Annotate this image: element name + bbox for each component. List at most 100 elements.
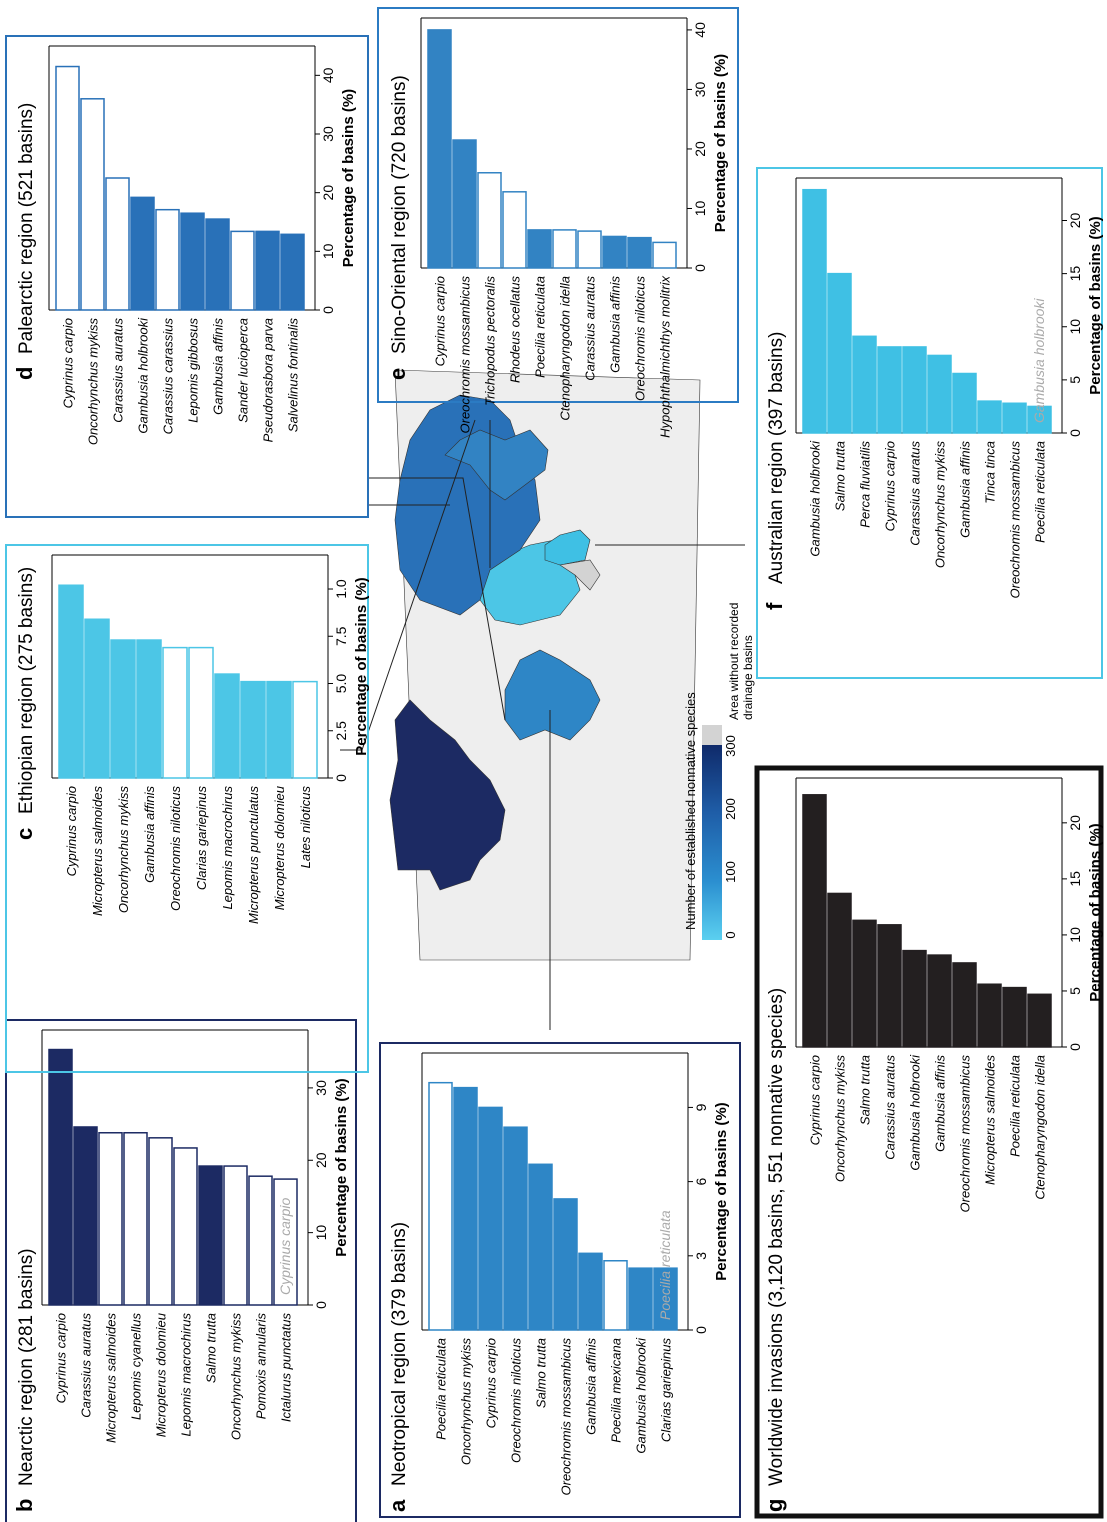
map-legend: Number of established nonnative species 0… [683, 603, 755, 940]
category-label: Gambusia holbrooki [908, 1054, 923, 1171]
legend-no-data-label: Area without recorded [727, 603, 741, 720]
bar [123, 1132, 148, 1306]
panel-border [5, 1019, 357, 1522]
bar [927, 954, 952, 1048]
category-label: Cyprinus carpio [433, 276, 448, 366]
category-label: Poecilia reticulata [1033, 441, 1048, 543]
category-label: Micropterus punctulatus [246, 786, 261, 925]
panel-c: Cyprinus carpio Micropterus salmoides Onco… [5, 544, 370, 1073]
bar [527, 229, 552, 269]
tick-label: 0 [1067, 1043, 1083, 1051]
bar [266, 680, 292, 779]
tick-label: 15 [1067, 266, 1083, 282]
panel-letter: f [762, 602, 787, 610]
bar [578, 1252, 603, 1331]
legend-no-data-swatch [702, 725, 722, 745]
bar [162, 646, 188, 779]
tick-label: 20 [313, 1152, 329, 1168]
panel-title: Australian region (397 basins) [766, 332, 787, 584]
panel-border [379, 1042, 741, 1518]
bar [136, 639, 162, 779]
region-no-data-australia [559, 559, 601, 591]
category-label: Carassius auratus [111, 318, 126, 423]
tick-label: 40 [692, 22, 708, 38]
category-label: Gambusia affinis [584, 1338, 599, 1435]
connector-lines [340, 419, 745, 1030]
category-label: Oreochromis mossambicus [458, 276, 473, 434]
category-label: Salvelinus fontinalis [286, 318, 301, 433]
panel-letter: e [385, 368, 410, 380]
panel-title: Neotropical region (379 basins) [389, 1222, 410, 1486]
bar [603, 1260, 628, 1331]
bar [877, 924, 902, 1048]
bar [802, 794, 827, 1048]
legend-title: Number of established nonnative species [683, 692, 698, 930]
axis-title: Percentage of basins (%) [1087, 216, 1104, 394]
bar [478, 1106, 503, 1331]
bar [502, 191, 527, 269]
tick-label: 20 [1067, 815, 1083, 831]
category-label: Micropterus dolomieu [154, 1313, 169, 1437]
tick-label: 7.5 [333, 626, 349, 646]
category-label: Cyprinus carpio [64, 786, 79, 876]
category-label: Pseudorasbora parva [261, 318, 276, 442]
panel-d: Cyprinus carpio Oncorhynchus mykiss Carass… [5, 35, 369, 518]
category-label: Poecilia reticulata [434, 1338, 449, 1440]
panel-letter: a [385, 1499, 410, 1512]
panel-title: Worldwide invasions (3,120 basins, 551 n… [766, 988, 787, 1486]
category-label: Oncorhynchus mykiss [833, 1055, 848, 1183]
region-nearctic [389, 699, 506, 891]
tick-label: 20 [1067, 213, 1083, 229]
bar [255, 230, 280, 311]
bar [98, 1132, 123, 1306]
tick-label: 40 [320, 67, 336, 83]
bar [148, 1137, 173, 1306]
category-label: Perca fluviatilis [858, 441, 873, 528]
category-label: Carassius carassius [161, 318, 176, 435]
bar [292, 680, 318, 779]
panel-border [5, 35, 369, 518]
connector-c [368, 477, 506, 721]
category-label: Oreochromis niloticus [168, 786, 183, 911]
bar [503, 1126, 528, 1331]
connector-b [340, 419, 476, 751]
category-label: Ctenopharyngodon idella [558, 276, 573, 421]
bar [977, 400, 1002, 434]
category-label: Oncorhynchus mykiss [933, 441, 948, 569]
category-label: Micropterus salmoides [983, 1055, 998, 1186]
bar [1027, 405, 1052, 434]
panel-a: Poecilia reticulata Oncorhynchus mykiss Cy… [379, 1042, 741, 1518]
panel-title: Ethiopian region (275 basins) [16, 567, 37, 814]
category-label: Oncorhynchus mykiss [229, 1313, 244, 1441]
bar [110, 639, 136, 779]
tick-label: 6 [693, 1178, 709, 1186]
category-label: Poecilia reticulata [1008, 1055, 1023, 1157]
bar [952, 372, 977, 434]
category-label: Clarias gariepinus [659, 1338, 674, 1443]
category-label: Salmo trutta [833, 441, 848, 511]
category-label: Micropterus dolomieu [272, 786, 287, 910]
panel-title: Palearctic region (521 basins) [16, 103, 37, 354]
bar [902, 346, 927, 434]
category-label: Gambusia holbrooki [808, 440, 823, 557]
category-label: Cyprinus carpio [808, 1055, 823, 1145]
tick-label: 20 [692, 141, 708, 157]
legend-tick: 100 [723, 861, 738, 883]
category-label: Gambusia affinis [211, 318, 226, 415]
category-label: Lepomis gibbosus [186, 318, 201, 423]
panel-title: Nearctic region (281 basins) [16, 1248, 37, 1486]
bar [48, 1048, 73, 1306]
category-label: Cyprinus carpio [54, 1313, 69, 1403]
category-label: Poecilia reticulata [533, 276, 548, 378]
bar [927, 354, 952, 434]
category-label: Cyprinus carpio [61, 318, 76, 408]
panel-border [754, 765, 1104, 1519]
axis-title: Percentage of basins (%) [713, 1102, 730, 1280]
bar [214, 673, 240, 779]
category-label: Salmo trutta [858, 1055, 873, 1125]
bar [173, 1147, 198, 1306]
category-label: Ictalurus punctatus [279, 1313, 294, 1423]
bar [653, 1267, 678, 1331]
panel-border [5, 544, 369, 1073]
bar [977, 983, 1002, 1048]
